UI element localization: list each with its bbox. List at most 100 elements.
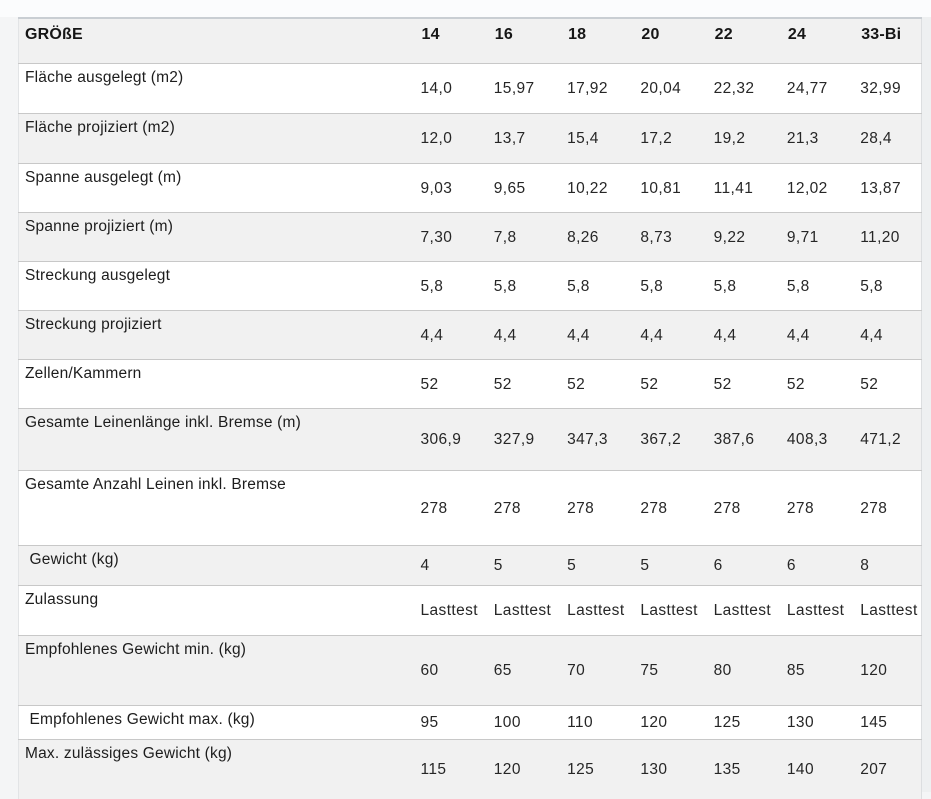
- table-row-gewicht-min: Empfohlenes Gewicht min. (kg) 60 65 70 7…: [18, 635, 922, 705]
- cell-value: 278: [567, 499, 595, 517]
- cell-value: 4,4: [713, 326, 737, 344]
- cell-value: 22,32: [713, 80, 755, 97]
- header-size-24: 24: [787, 26, 807, 43]
- cell-value: 12,02: [786, 179, 828, 197]
- cell-value: 408,3: [786, 431, 828, 448]
- cell-value: 60: [420, 662, 439, 679]
- table-row-spanne-projiziert: Spanne projiziert (m) 7,30 7,8 8,26 8,73…: [18, 212, 922, 261]
- page-background-right: [922, 17, 931, 792]
- cell-value: 15,4: [567, 130, 599, 147]
- cell-value: 207: [860, 761, 888, 779]
- cell-value: 9,22: [713, 228, 746, 246]
- cell-value: 140: [786, 761, 814, 779]
- row-label: Spanne ausgelegt (m): [25, 168, 182, 186]
- cell-value: 9,03: [420, 179, 453, 197]
- cell-value: Lasttest: [786, 602, 845, 619]
- cell-value: 21,3: [786, 130, 819, 147]
- table-row-zellen-kammern: Zellen/Kammern 52 52 52 52 52 52 52: [18, 359, 922, 408]
- cell-value: 278: [640, 499, 668, 517]
- cell-value: 145: [860, 714, 888, 731]
- cell-value: 327,9: [493, 431, 535, 448]
- cell-value: 11,41: [713, 179, 754, 197]
- header-row: GRÖßE 14 16 18 20 22 24 33-Bi: [18, 18, 922, 63]
- cell-value: 6: [713, 557, 723, 574]
- cell-value: 4,4: [567, 326, 590, 344]
- cell-value: 95: [420, 714, 439, 731]
- row-label: Streckung ausgelegt: [25, 266, 171, 284]
- cell-value: 130: [640, 761, 668, 779]
- cell-value: 52: [786, 375, 805, 393]
- cell-value: 347,3: [567, 431, 608, 448]
- cell-value: 5: [567, 557, 577, 574]
- cell-value: 8: [860, 557, 870, 574]
- cell-value: Lasttest: [713, 602, 772, 619]
- table-row-leinenlaenge: Gesamte Leinenlänge inkl. Bremse (m) 306…: [18, 408, 922, 470]
- cell-value: Lasttest: [567, 602, 625, 619]
- cell-value: 5,8: [860, 277, 883, 295]
- cell-value: 7,8: [493, 228, 517, 246]
- cell-value: 9,65: [493, 179, 526, 197]
- cell-value: 20,04: [640, 80, 682, 97]
- cell-value: 17,92: [567, 80, 608, 97]
- cell-value: 4,4: [420, 326, 444, 344]
- table-row-spanne-ausgelegt: Spanne ausgelegt (m) 9,03 9,65 10,22 10,…: [18, 163, 922, 212]
- cell-value: 52: [640, 375, 659, 393]
- cell-value: 70: [567, 662, 586, 679]
- cell-value: 100: [493, 714, 521, 731]
- cell-value: 32,99: [860, 80, 901, 97]
- cell-value: 110: [567, 714, 593, 731]
- cell-value: 278: [786, 499, 814, 517]
- cell-value: 5,8: [713, 277, 737, 295]
- table-row-gewicht: Gewicht (kg) 4 5 5 5 6 6 8: [18, 545, 922, 585]
- cell-value: 8,73: [640, 228, 673, 246]
- cell-value: 52: [860, 375, 879, 393]
- page-background-top: [0, 0, 931, 17]
- cell-value: 5,8: [420, 277, 444, 295]
- cell-value: 4,4: [493, 326, 517, 344]
- cell-value: 120: [640, 714, 668, 731]
- cell-value: 278: [493, 499, 521, 517]
- cell-value: 125: [567, 761, 595, 779]
- cell-value: 10,81: [640, 179, 682, 197]
- cell-value: 387,6: [713, 431, 755, 448]
- cell-value: 115: [420, 761, 447, 779]
- table-row-anzahl-leinen: Gesamte Anzahl Leinen inkl. Bremse 278 2…: [18, 470, 922, 545]
- cell-value: 9,71: [786, 228, 819, 246]
- cell-value: 135: [713, 761, 741, 779]
- row-label: Empfohlenes Gewicht min. (kg): [25, 640, 247, 658]
- cell-value: 4,4: [640, 326, 664, 344]
- cell-value: 120: [493, 761, 521, 779]
- cell-value: 471,2: [860, 431, 901, 448]
- cell-value: Lasttest: [860, 602, 918, 619]
- table-row-gewicht-max: Empfohlenes Gewicht max. (kg) 95 100 110…: [18, 705, 922, 739]
- spec-table: GRÖßE 14 16 18 20 22 24 33-Bi Fläche aus…: [18, 17, 922, 799]
- cell-value: 8,26: [567, 228, 599, 246]
- cell-value: 12,0: [420, 130, 453, 147]
- cell-value: 4,4: [786, 326, 810, 344]
- row-label: Empfohlenes Gewicht max. (kg): [25, 710, 255, 728]
- cell-value: 306,9: [420, 431, 462, 448]
- cell-value: 5,8: [567, 277, 590, 295]
- cell-value: 14,0: [420, 80, 453, 97]
- row-label: Gesamte Anzahl Leinen inkl. Bremse: [25, 475, 286, 493]
- header-size-18: 18: [568, 26, 587, 43]
- cell-value: 65: [493, 662, 512, 679]
- row-label: Fläche ausgelegt (m2): [25, 68, 184, 86]
- row-label: Zulassung: [25, 590, 99, 608]
- cell-value: 28,4: [860, 130, 892, 147]
- cell-value: 367,2: [640, 431, 682, 448]
- cell-value: 52: [493, 375, 512, 393]
- table-row-streckung-projiziert: Streckung projiziert 4,4 4,4 4,4 4,4 4,4…: [18, 310, 922, 359]
- cell-value: 13,87: [860, 179, 901, 197]
- cell-value: 130: [786, 714, 814, 731]
- cell-value: 15,97: [493, 80, 535, 97]
- row-label: Max. zulässiges Gewicht (kg): [25, 744, 233, 762]
- cell-value: 52: [567, 375, 586, 393]
- cell-value: 19,2: [713, 130, 746, 147]
- cell-value: 278: [420, 499, 448, 517]
- header-size-22: 22: [714, 26, 733, 43]
- cell-value: 52: [713, 375, 732, 393]
- cell-value: Lasttest: [640, 602, 698, 619]
- cell-value: 85: [786, 662, 805, 679]
- cell-value: 52: [420, 375, 439, 393]
